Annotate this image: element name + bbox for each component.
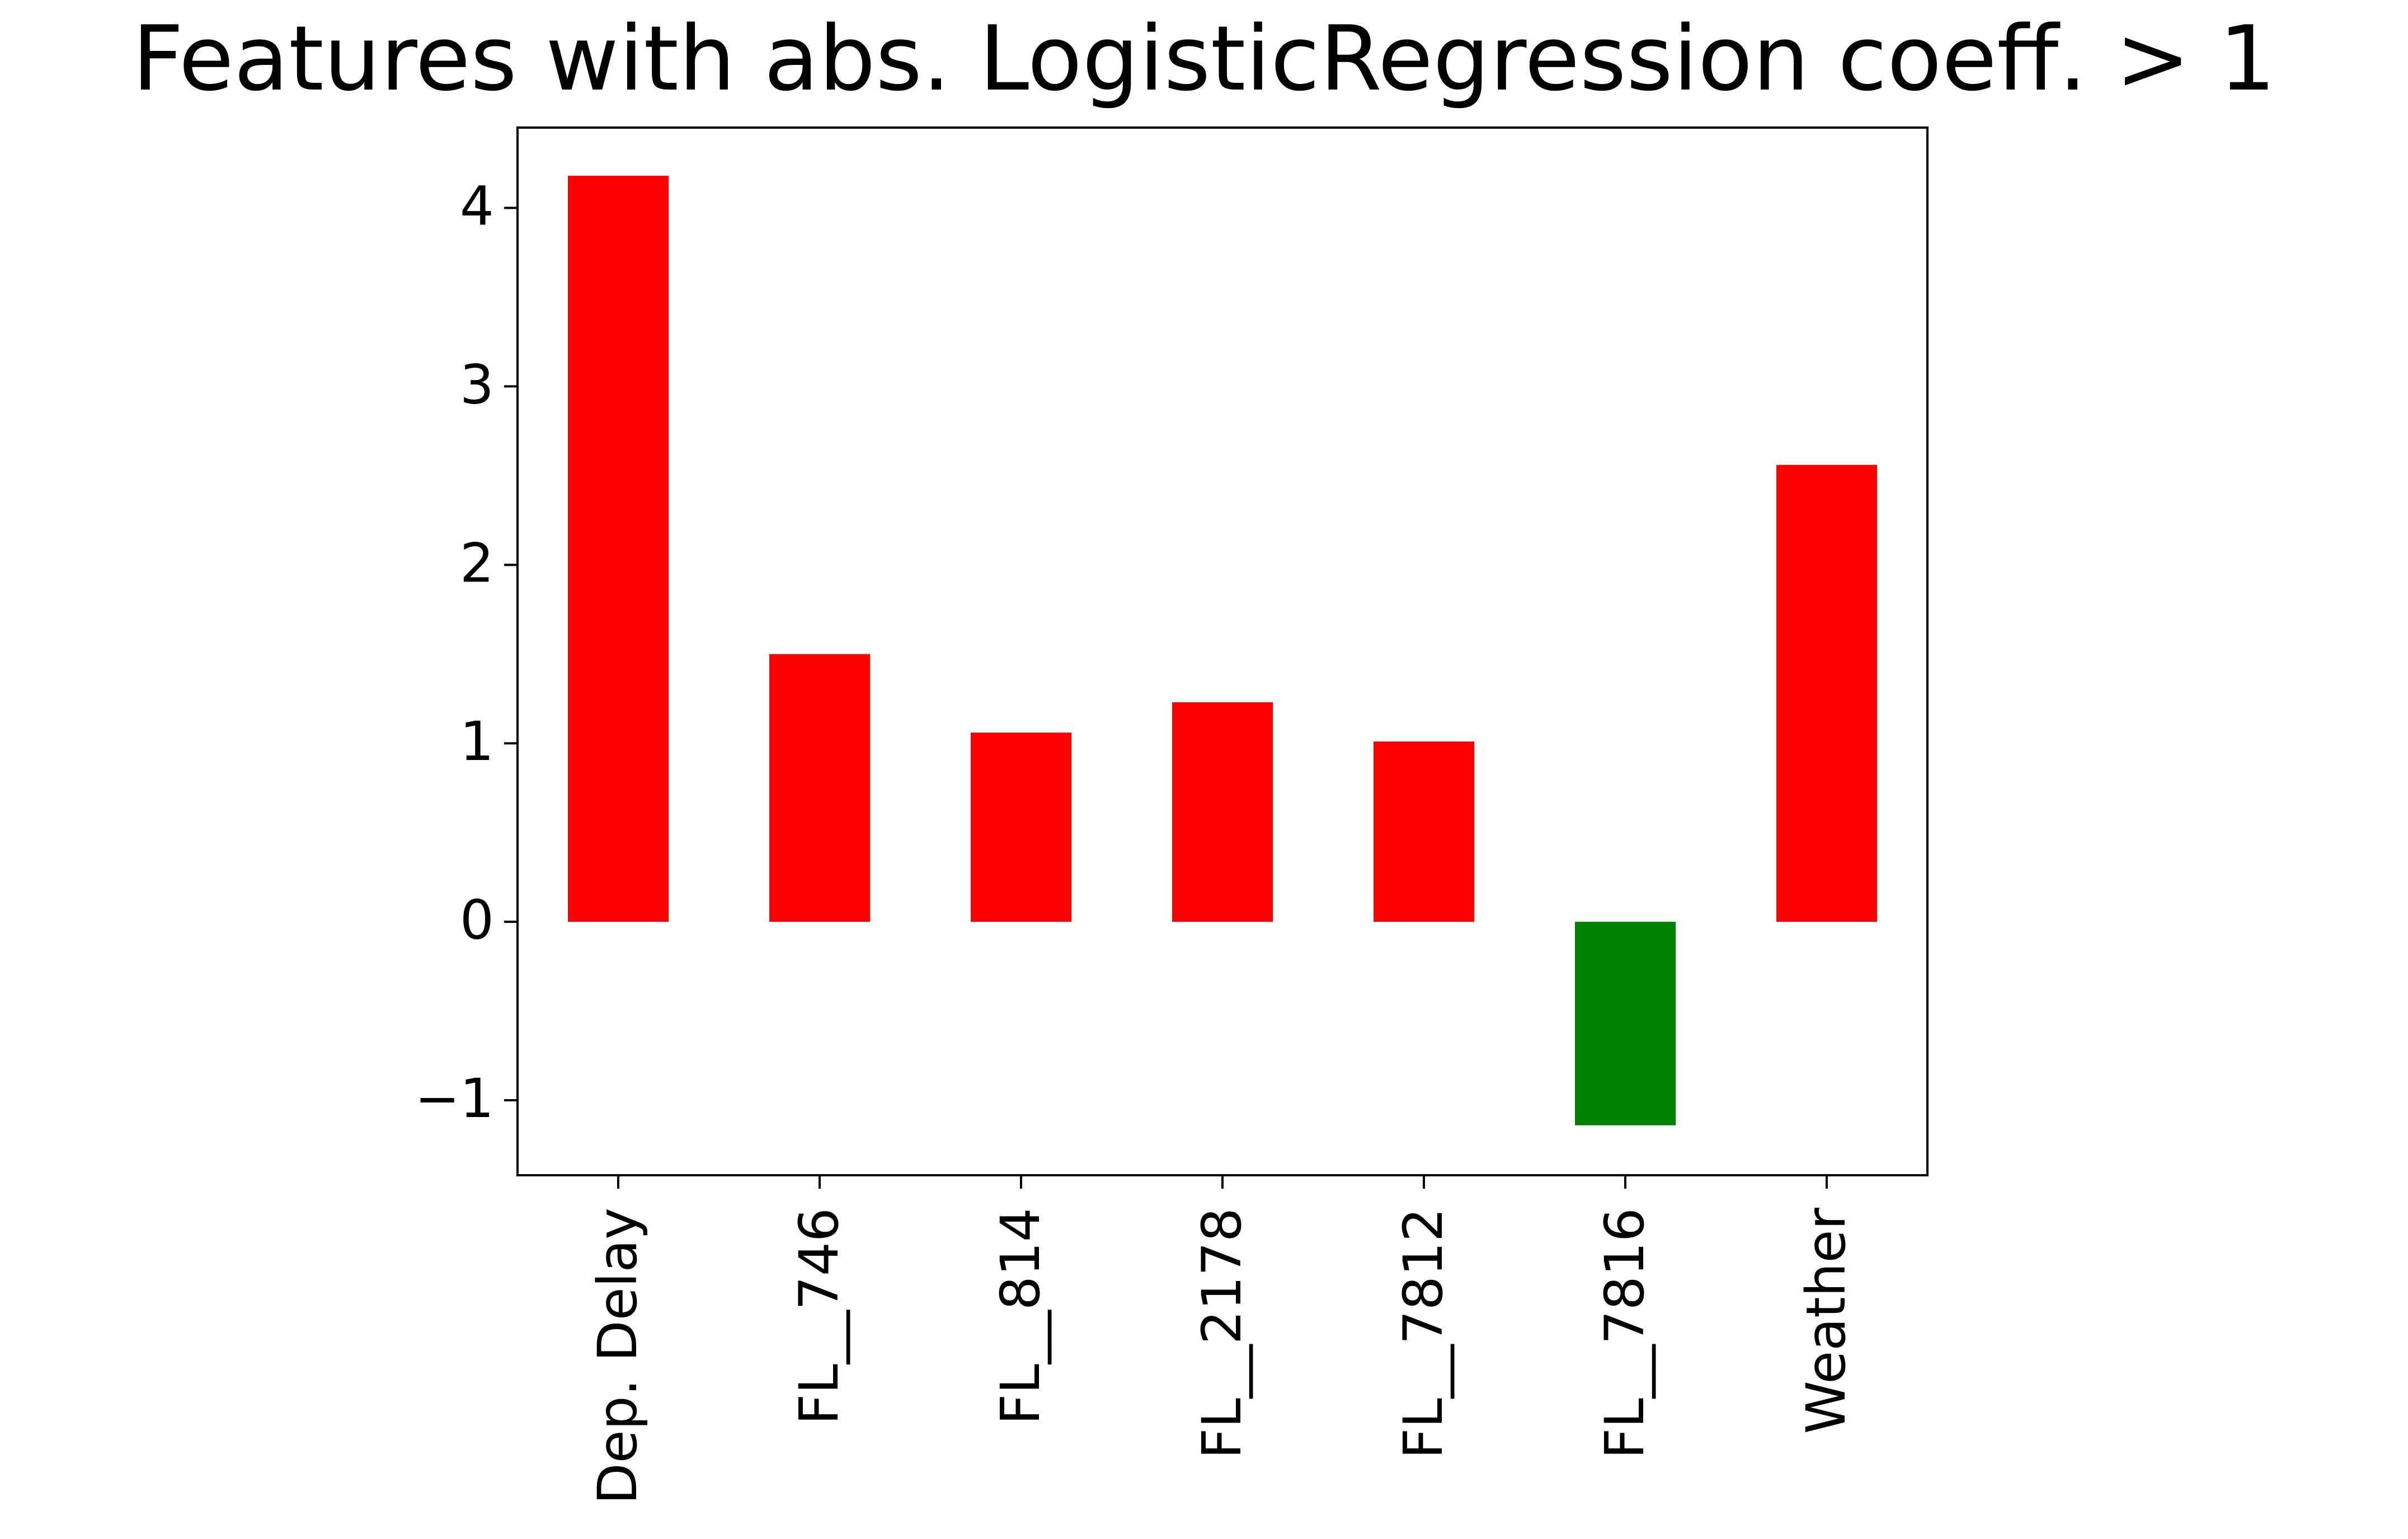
bar	[1172, 702, 1273, 922]
bar	[769, 654, 870, 922]
bar	[1575, 922, 1676, 1125]
bar	[568, 176, 669, 922]
y-tick-label: 0	[460, 889, 494, 951]
x-tick-label: FL__814	[989, 1208, 1052, 1425]
y-tick-label: 4	[460, 175, 494, 238]
plot-area: −1 0 1 2 3 4 Dep. Delay FL__746 FL__814 FL__2178 F…	[415, 126, 1929, 1504]
bar	[1374, 742, 1474, 922]
x-tick-label: Dep. Delay	[586, 1208, 649, 1504]
y-tick-label: 3	[460, 353, 494, 416]
y-tick-label: 1	[460, 710, 494, 773]
x-tick-label: FL__7812	[1392, 1208, 1455, 1459]
plot-frame	[516, 126, 1929, 1176]
x-tick-label: Weather	[1795, 1207, 1857, 1434]
x-tick-label: FL__746	[788, 1208, 850, 1425]
chart-title: Features with abs. LogisticRegression co…	[132, 6, 2276, 111]
x-tick-label: FL__7816	[1593, 1208, 1656, 1459]
bar	[971, 733, 1071, 922]
y-tick-label: −1	[415, 1067, 494, 1130]
x-tick-label: FL__2178	[1191, 1208, 1253, 1459]
bar	[1776, 464, 1877, 922]
y-tick-label: 2	[460, 532, 494, 594]
